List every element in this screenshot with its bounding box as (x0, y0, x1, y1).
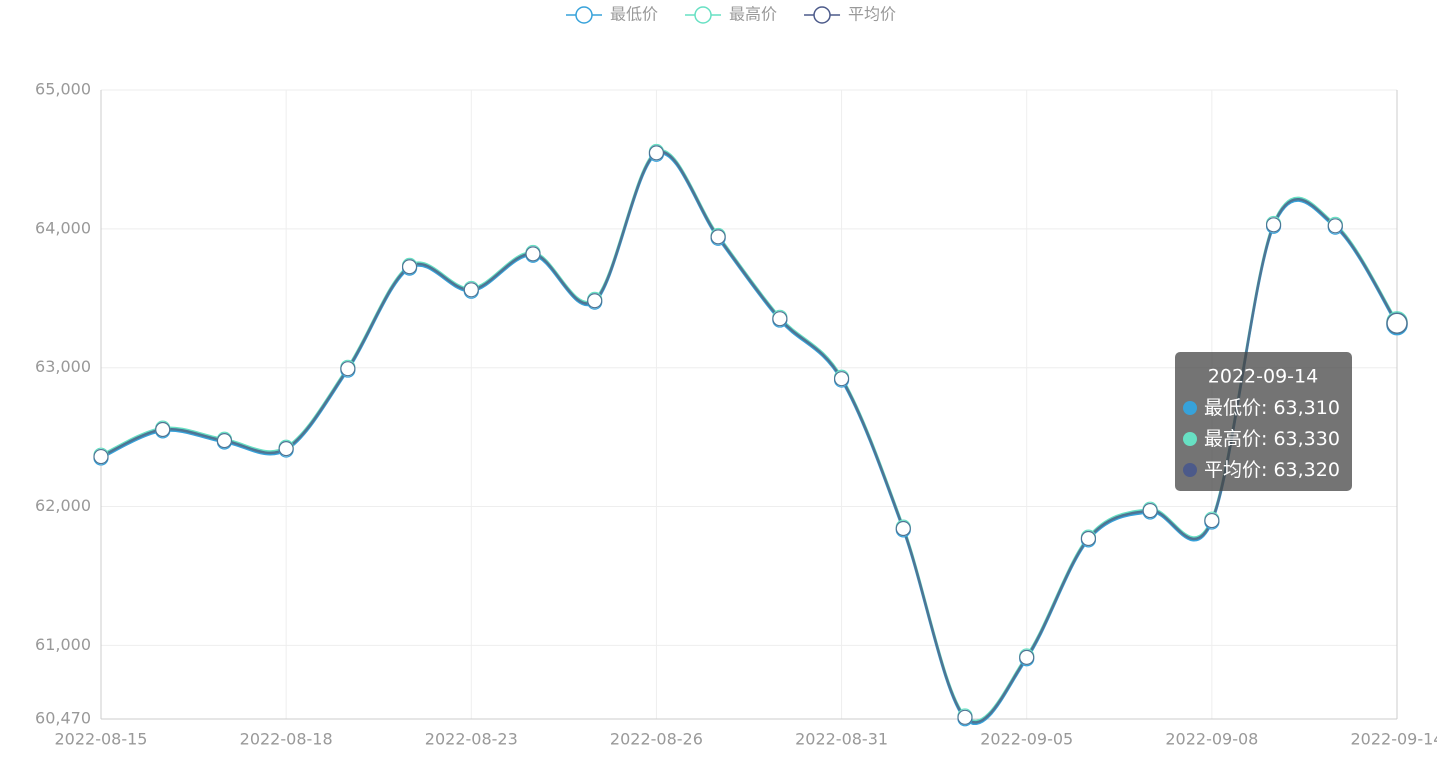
lines (93, 143, 1408, 727)
tooltip-dot (1183, 463, 1197, 477)
tooltip-dot (1183, 401, 1197, 415)
tooltip-series-name: 最低价 (1204, 397, 1261, 419)
tooltip-box (1175, 352, 1352, 491)
data-point (1019, 649, 1035, 665)
x-tick-label: 2022-08-18 (240, 730, 333, 749)
x-tick-label: 2022-08-23 (425, 730, 518, 749)
x-tick-label: 2022-09-05 (980, 730, 1073, 749)
x-tick-label: 2022-08-15 (55, 730, 148, 749)
data-point (1265, 217, 1282, 233)
data-point (895, 520, 911, 537)
y-tick-label: 65,000 (35, 80, 91, 99)
legend[interactable]: 最低价 最高价 平均价 (566, 5, 896, 24)
data-point (1080, 530, 1097, 547)
data-point (1327, 218, 1343, 234)
legend-label: 最低价 (610, 5, 658, 24)
tooltip-value: 63,330 (1273, 428, 1339, 450)
data-point (1386, 312, 1408, 335)
data-point (1204, 512, 1220, 529)
legend-label: 最高价 (729, 5, 777, 24)
data-point (155, 421, 171, 438)
tooltip-row: 最低价: 63,310 (1204, 397, 1340, 419)
tooltip-title: 2022-09-14 (1208, 366, 1318, 388)
tooltip-dot (1183, 432, 1197, 446)
x-tick-label: 2022-08-26 (610, 730, 703, 749)
axes (100, 90, 1398, 720)
tooltip-row: 平均价: 63,320 (1204, 459, 1340, 481)
tooltip-value: 63,310 (1273, 397, 1339, 419)
data-point (340, 361, 356, 377)
tooltip-series-name: 平均价 (1204, 459, 1261, 481)
tooltip-row: 最高价: 63,330 (1204, 428, 1340, 450)
grid: 60,470 61,000 62,000 63,000 64,000 65,000 2022… (35, 80, 1437, 749)
data-point (525, 246, 541, 262)
tooltip: 2022-09-14 最低价: 63,310 最高价: 63,330 平均价: 63,… (1175, 352, 1352, 491)
y-tick-label: 63,000 (35, 357, 91, 376)
x-tick-label: 2022-08-31 (795, 730, 888, 749)
x-tick-label: 2022-09-08 (1165, 730, 1258, 749)
data-point (772, 311, 788, 327)
tooltip-value: 63,320 (1273, 459, 1339, 481)
data-point (957, 709, 973, 725)
data-point (93, 448, 109, 465)
data-point (216, 433, 233, 449)
y-tick-label: 62,000 (35, 496, 91, 515)
data-point (1142, 502, 1158, 519)
data-point (587, 293, 603, 309)
data-point (833, 371, 850, 387)
legend-marker (694, 6, 712, 24)
y-tick-label: 60,470 (35, 709, 91, 728)
y-tick-label: 64,000 (35, 218, 91, 237)
data-point (401, 259, 418, 275)
tooltip-series-name: 最高价 (1204, 428, 1261, 450)
x-tick-label: 2022-09-14 (1351, 730, 1437, 749)
legend-label: 平均价 (848, 5, 896, 24)
y-tick-label: 61,000 (35, 635, 91, 654)
legend-marker (575, 6, 593, 24)
data-point (648, 145, 665, 161)
legend-marker (813, 6, 831, 24)
data-point (463, 282, 479, 298)
data-point (278, 441, 294, 457)
data-point (710, 229, 726, 245)
